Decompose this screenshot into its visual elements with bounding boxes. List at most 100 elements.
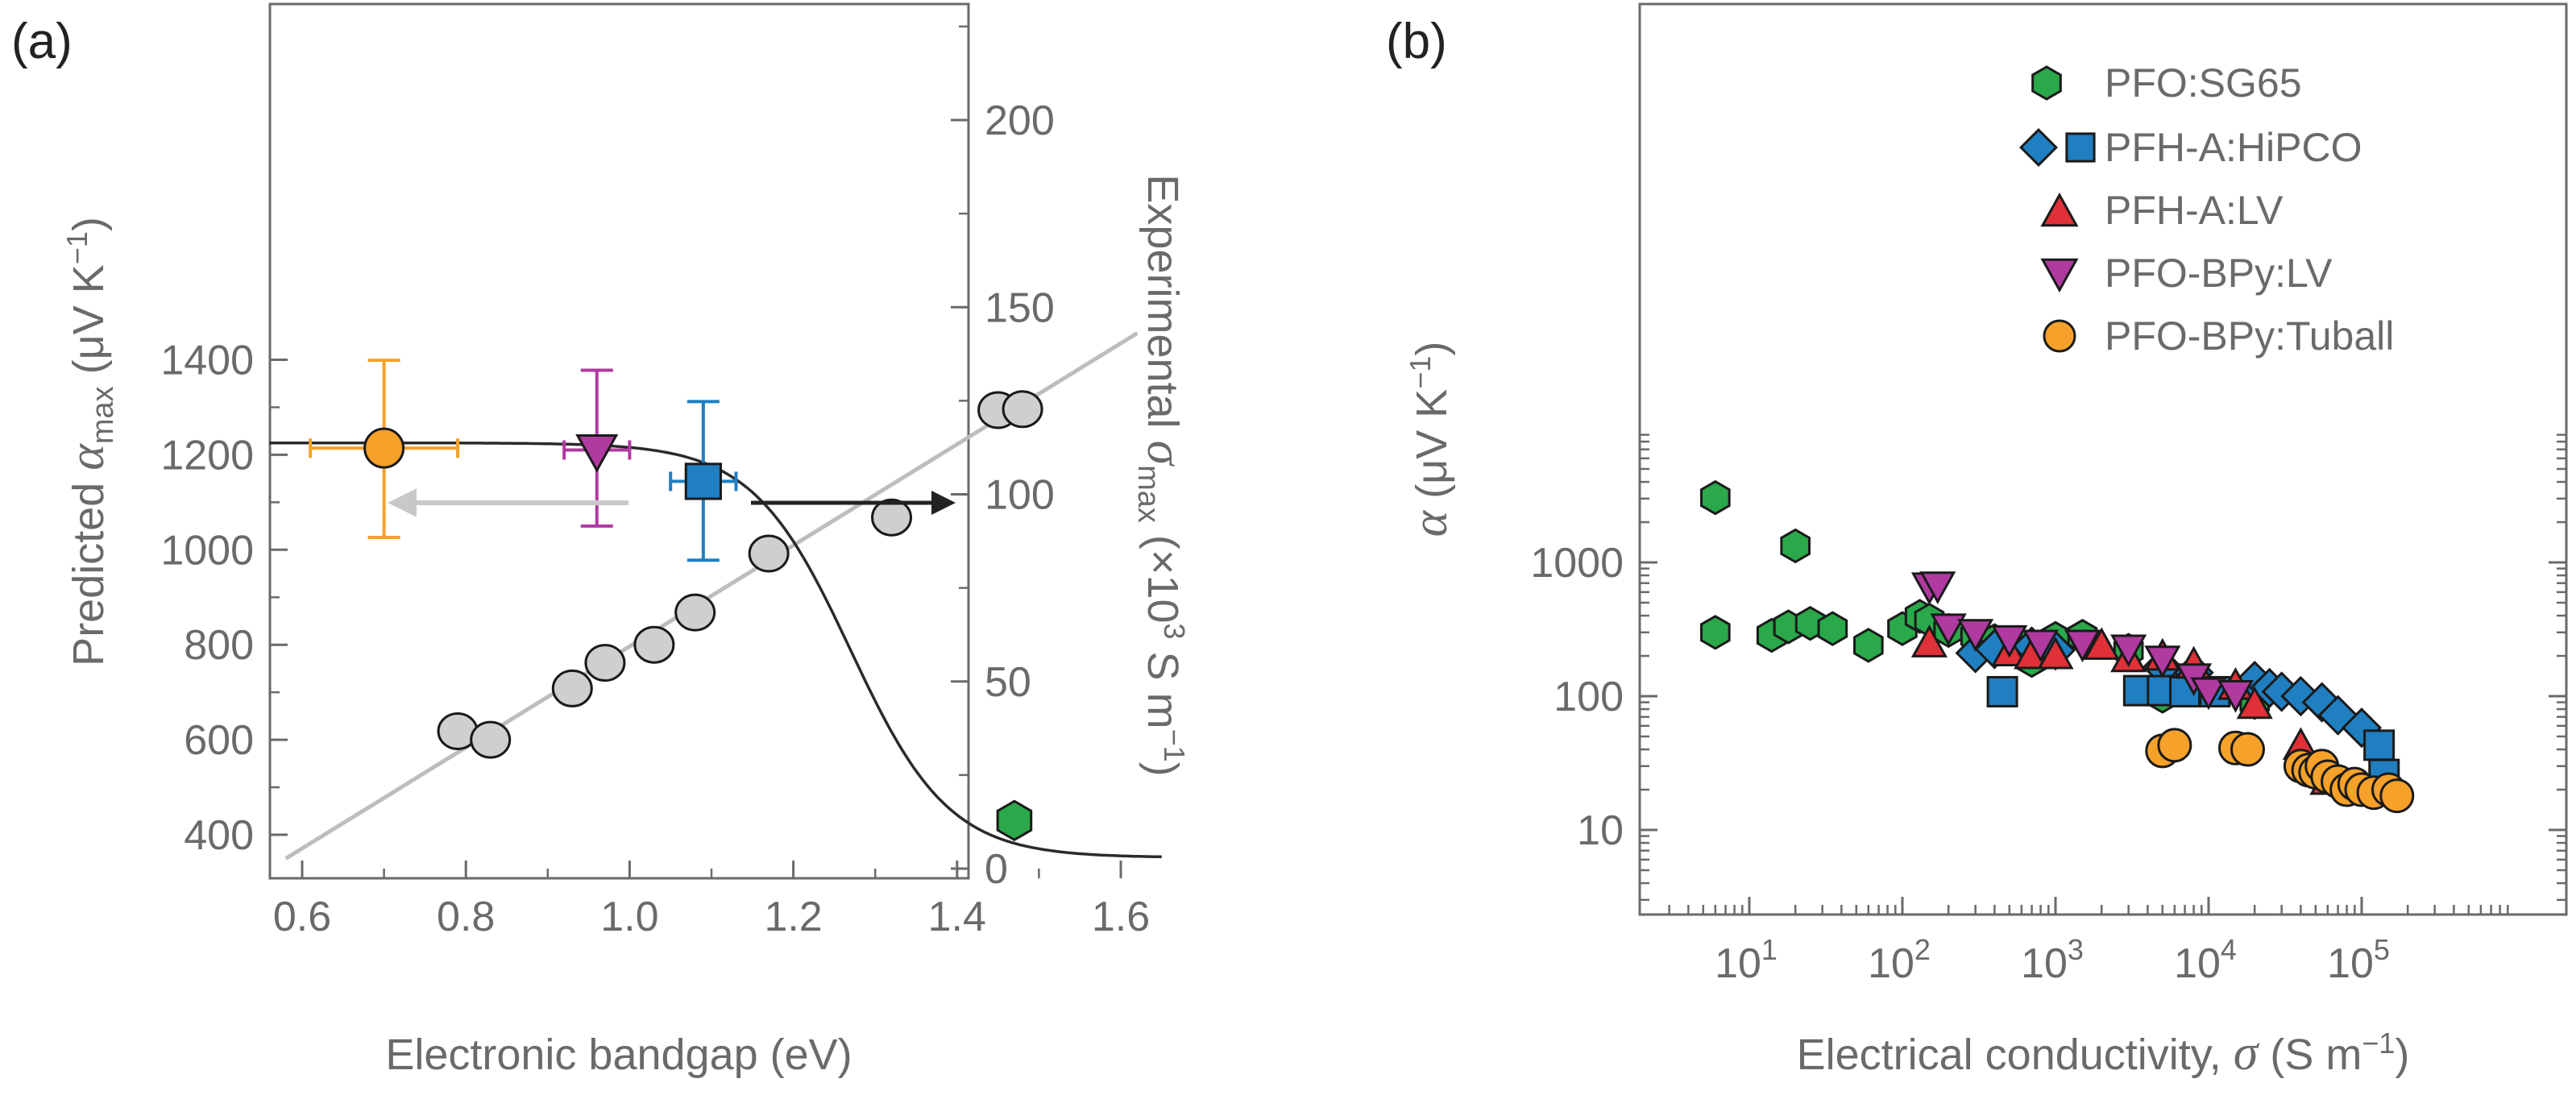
panel-a: (a) 0.6 0.8 1.0 1.2 1.4 1.6 40060080010001200… xyxy=(11,2,1192,1079)
data-point xyxy=(1930,613,1967,647)
data-point xyxy=(1957,619,1994,652)
data-point xyxy=(2022,629,2060,663)
series-pfo-bpy-lv xyxy=(1910,571,2255,713)
data-point xyxy=(2217,679,2255,713)
data-point xyxy=(2083,627,2120,660)
predicted-point-pfo-bpy-tuball xyxy=(363,427,405,469)
x-tick-label: 103 xyxy=(2021,933,2084,987)
panel-b-x-axis-label: Electrical conductivity, σ (S m−1) xyxy=(1797,1026,2410,1081)
data-point xyxy=(2363,729,2396,761)
legend-circle-icon xyxy=(2043,319,2076,353)
y-right-tick-label: 200 xyxy=(985,97,1055,144)
y-right-tick-label: 100 xyxy=(985,472,1055,519)
data-point xyxy=(1910,624,1948,657)
y-left-tick-label: 1000 xyxy=(160,527,254,574)
y-right-tick-label: 150 xyxy=(985,284,1055,331)
y-left-tick-label: 800 xyxy=(184,622,254,669)
legend-marker-pfha-lv xyxy=(2040,192,2079,227)
y-tick-label: 10 xyxy=(1577,807,1624,854)
x-tick-label: 1.0 xyxy=(600,894,658,940)
panel-b-y-ticks: 10 100 1000 xyxy=(1530,433,2566,902)
data-point xyxy=(1780,528,1811,564)
data-point xyxy=(1700,615,1731,650)
y-left-tick-label: 1400 xyxy=(160,338,254,384)
data-point xyxy=(2037,636,2074,670)
panel-a-y-left-label: Predicted αmax (μV K−1) xyxy=(60,217,120,666)
panel-a-y-right-ticks: 0 50 100 150 200 xyxy=(951,25,1055,893)
gray-data-point xyxy=(551,669,593,707)
panel-a-x-ticks: 0.6 0.8 1.0 1.2 1.4 1.6 xyxy=(273,861,1150,940)
x-tick-label: 104 xyxy=(2174,933,2237,987)
y-left-tick-label: 600 xyxy=(184,717,254,764)
legend-marker-tuball xyxy=(2043,319,2076,353)
legend-label-hipco: PFH-A:HiPCO xyxy=(2105,125,2362,170)
legend-label-pfha-lv: PFH-A:LV xyxy=(2105,188,2284,233)
gray-data-point xyxy=(470,720,512,759)
data-point xyxy=(1919,571,1956,604)
data-point xyxy=(1853,628,1884,663)
x-tick-label: 102 xyxy=(1868,933,1931,987)
gray-data-point xyxy=(748,534,790,573)
panel-a-label: (a) xyxy=(11,14,73,69)
legend-marker-sg65 xyxy=(2031,65,2062,101)
data-point xyxy=(1991,624,2028,658)
legend-triangle-down-icon xyxy=(2040,258,2079,293)
data-point xyxy=(2110,634,2147,668)
gray-data-point xyxy=(871,498,913,537)
panel-a-y-left-ticks: 400 600 800 1000 1200 1400 xyxy=(160,338,288,859)
panel-b-legend: PFO:SG65 PFH-A:HiPCO PFH-A:LV PFO-BPy:LV… xyxy=(2019,60,2394,359)
panel-a-x-axis-label: Electronic bandgap (eV) xyxy=(385,1031,852,1079)
legend-marker-hipco xyxy=(2019,128,2096,167)
y-tick-label: 1000 xyxy=(1530,540,1624,587)
x-tick-label: 105 xyxy=(2327,933,2390,987)
legend-label-pfobpy-lv: PFO-BPy:LV xyxy=(2105,251,2333,296)
data-point xyxy=(1817,611,1848,646)
data-point xyxy=(2230,732,2266,767)
gray-data-point xyxy=(1002,390,1043,429)
gray-data-point xyxy=(584,644,626,682)
predicted-point-pfo-bpy-lv xyxy=(575,434,619,473)
predicted-point-pfo-sg65 xyxy=(996,799,1033,842)
data-point xyxy=(1794,605,1826,641)
series-pfh-a-hipco-square xyxy=(1986,674,2400,790)
gray-data-point xyxy=(633,625,675,664)
data-point xyxy=(1986,675,2018,707)
data-point xyxy=(2379,778,2415,814)
x-tick-label: 0.6 xyxy=(273,894,331,940)
legend-label-tuball: PFO-BPy:Tuball xyxy=(2105,313,2394,359)
panel-b-x-ticks: 101 102 103 104 105 xyxy=(1668,897,2509,987)
legend-hexagon-icon xyxy=(2031,65,2062,101)
legend-triangle-up-icon xyxy=(2040,192,2079,227)
data-point xyxy=(2064,629,2101,663)
legend-label-sg65: PFO:SG65 xyxy=(2105,60,2302,106)
series-pfo-bpy-tuball xyxy=(2145,728,2415,814)
legend-square-icon xyxy=(2065,132,2096,163)
predicted-point-pfh-a-hipco xyxy=(684,463,722,500)
x-tick-label: 1.6 xyxy=(1092,894,1150,940)
data-point xyxy=(2144,645,2181,678)
panel-b-label: (b) xyxy=(1386,14,1447,69)
panel-a-gray-points xyxy=(437,390,1043,759)
panel-b-points xyxy=(1700,479,2415,814)
panel-b-y-axis-label: α (μV K−1) xyxy=(1403,342,1458,537)
gray-data-point xyxy=(674,593,716,632)
x-tick-label: 101 xyxy=(1715,933,1777,987)
x-tick-label: 0.8 xyxy=(437,894,495,940)
y-right-tick-label: 0 xyxy=(985,846,1008,893)
panel-b-frame xyxy=(1638,2,2568,916)
y-tick-label: 100 xyxy=(1553,674,1624,720)
legend-diamond-icon xyxy=(2019,128,2058,167)
data-point xyxy=(1700,479,1731,516)
y-left-tick-label: 400 xyxy=(184,812,254,859)
y-right-tick-label: 50 xyxy=(985,659,1031,706)
x-tick-label: 1.4 xyxy=(928,894,986,940)
data-point xyxy=(2157,728,2192,763)
panel-a-frame xyxy=(268,2,970,880)
x-tick-label: 1.2 xyxy=(764,894,822,940)
y-left-tick-label: 1200 xyxy=(160,432,254,479)
legend-marker-pfobpy-lv xyxy=(2040,258,2079,293)
panel-a-predicted-points xyxy=(309,359,1033,842)
panel-a-y-right-label: Experimental σmax (×103 S m−1) xyxy=(1131,174,1192,776)
data-point xyxy=(2190,677,2227,711)
